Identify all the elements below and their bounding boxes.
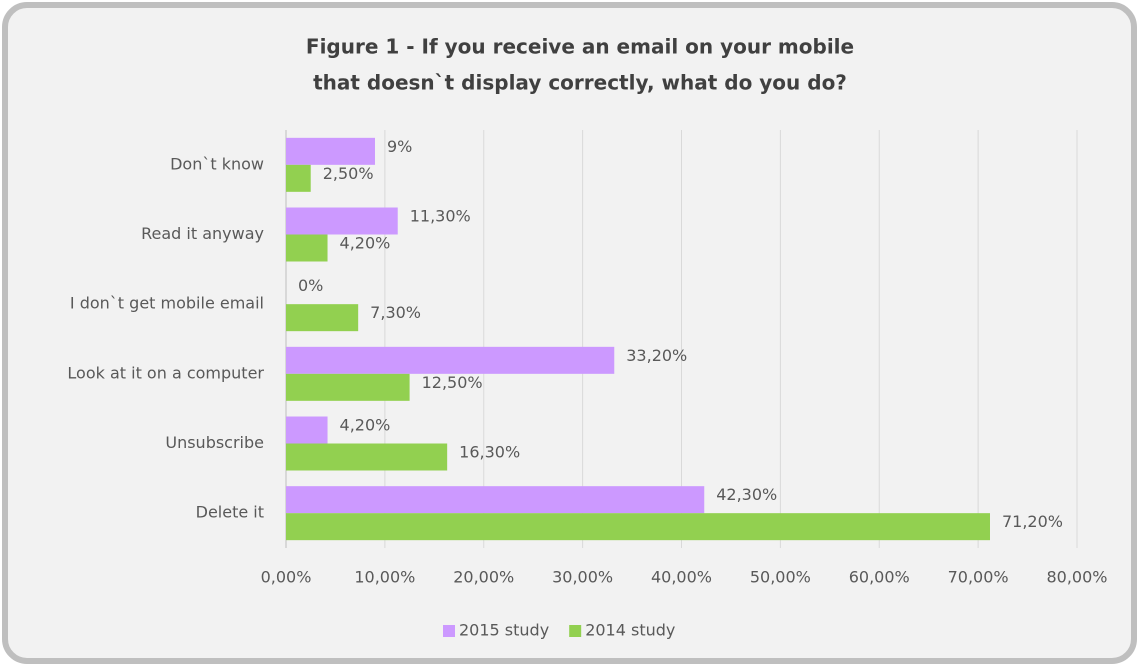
data-label: 12,50% <box>422 373 483 392</box>
data-label: 0% <box>298 276 323 295</box>
x-tick-label: 10,00% <box>354 568 415 587</box>
bar <box>286 234 328 262</box>
data-label: 9% <box>387 137 412 156</box>
chart-title: that doesn`t display correctly, what do … <box>313 71 847 95</box>
data-label: 42,30% <box>716 485 777 504</box>
x-tick-label: 80,00% <box>1046 568 1107 587</box>
legend-swatch <box>569 625 582 637</box>
x-tick-label: 20,00% <box>453 568 514 587</box>
bar <box>286 513 990 541</box>
data-label: 71,20% <box>1002 512 1063 531</box>
bar <box>286 304 359 332</box>
bar <box>286 164 311 192</box>
data-label: 33,20% <box>626 346 687 365</box>
y-tick-label: Read it anyway <box>141 224 264 243</box>
data-label: 4,20% <box>340 234 391 253</box>
data-label: 16,30% <box>459 443 520 462</box>
y-tick-label: Delete it <box>196 503 264 522</box>
bar <box>286 346 615 374</box>
legend-swatch <box>443 625 455 637</box>
legend-label: 2014 study <box>585 621 675 640</box>
bar <box>286 486 705 514</box>
x-tick-label: 70,00% <box>948 568 1009 587</box>
y-tick-label: Unsubscribe <box>165 433 264 452</box>
bar <box>286 416 328 444</box>
data-label: 7,30% <box>370 303 421 322</box>
data-label: 4,20% <box>340 416 391 435</box>
x-tick-label: 0,00% <box>261 568 312 587</box>
data-label: 2,50% <box>323 164 374 183</box>
x-tick-label: 50,00% <box>750 568 811 587</box>
data-label: 11,30% <box>410 207 471 226</box>
y-tick-label: Look at it on a computer <box>67 363 264 382</box>
bar <box>286 443 448 471</box>
x-tick-label: 30,00% <box>552 568 613 587</box>
x-tick-label: 60,00% <box>849 568 910 587</box>
chart-title: Figure 1 - If you receive an email on yo… <box>306 35 854 59</box>
y-tick-label: Don`t know <box>170 154 264 173</box>
bar <box>286 137 375 165</box>
bar <box>286 373 410 401</box>
bar <box>286 207 398 235</box>
y-tick-label: I don`t get mobile email <box>70 294 264 313</box>
legend-label: 2015 study <box>459 621 549 640</box>
x-tick-label: 40,00% <box>651 568 712 587</box>
